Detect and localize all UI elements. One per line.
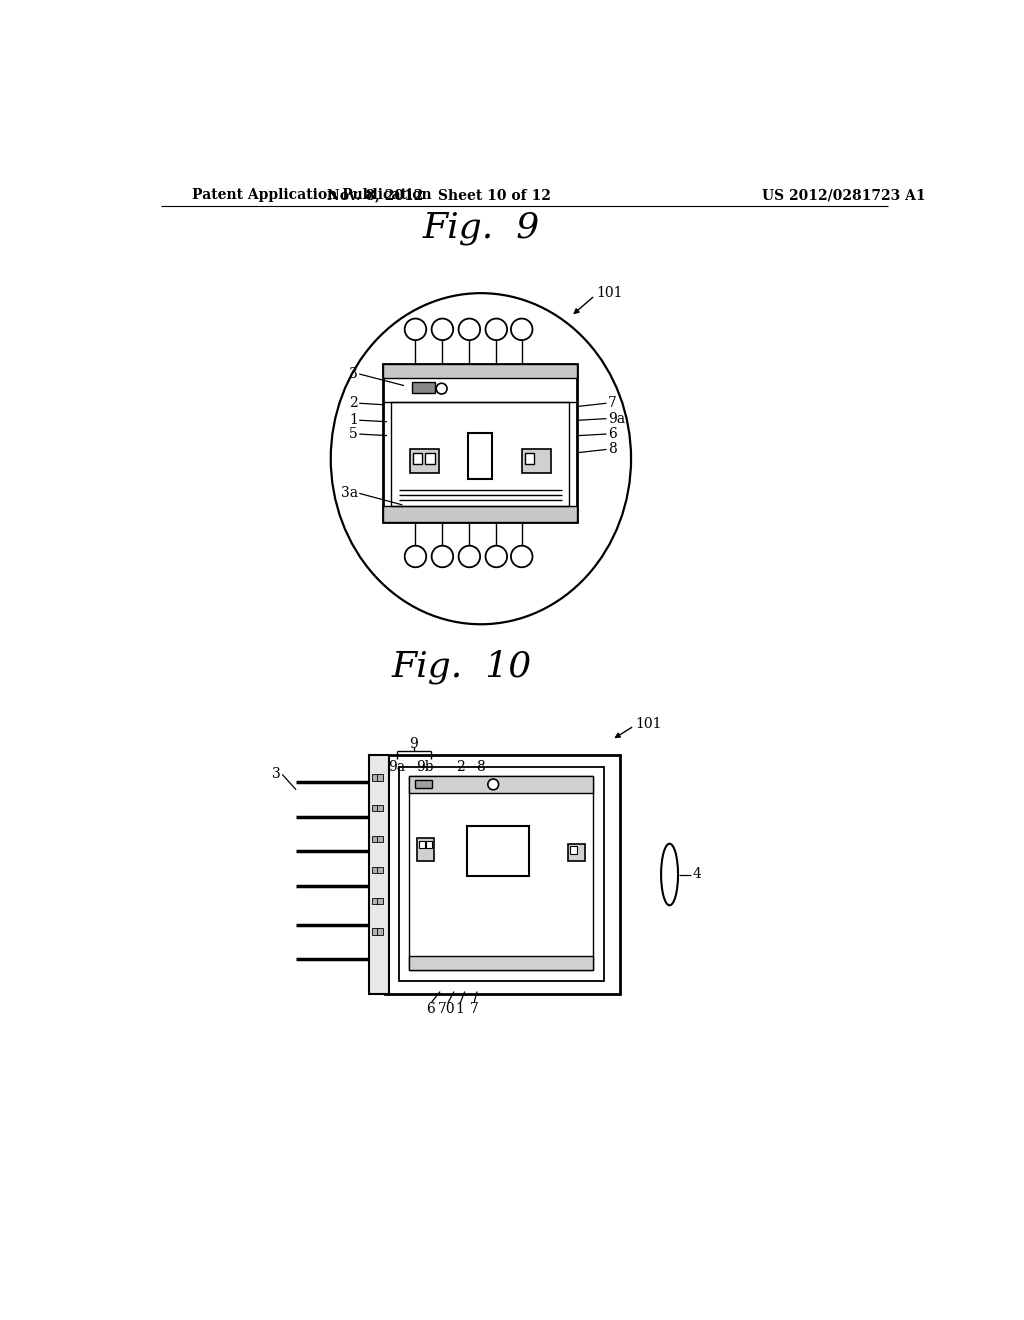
Bar xyxy=(467,826,528,876)
Circle shape xyxy=(511,318,532,341)
Text: 8: 8 xyxy=(476,760,485,774)
Circle shape xyxy=(432,545,454,568)
Text: 6: 6 xyxy=(426,1002,435,1016)
Bar xyxy=(383,364,578,521)
Bar xyxy=(426,841,432,849)
Text: Nov. 8, 2012   Sheet 10 of 12: Nov. 8, 2012 Sheet 10 of 12 xyxy=(327,189,551,202)
Text: US 2012/0281723 A1: US 2012/0281723 A1 xyxy=(762,189,926,202)
Text: 5: 5 xyxy=(349,428,357,441)
Text: 6: 6 xyxy=(608,428,616,441)
Ellipse shape xyxy=(662,843,678,906)
Text: 7: 7 xyxy=(608,396,616,411)
Bar xyxy=(417,838,434,861)
Text: 3a: 3a xyxy=(341,486,357,500)
Circle shape xyxy=(487,779,499,789)
Text: 1: 1 xyxy=(349,413,357,428)
Bar xyxy=(377,928,383,935)
Text: Fig.  10: Fig. 10 xyxy=(391,649,531,684)
Text: 2: 2 xyxy=(349,396,357,411)
Bar xyxy=(524,453,535,465)
Bar xyxy=(383,507,578,521)
Bar xyxy=(468,433,493,479)
Text: 8: 8 xyxy=(608,442,616,457)
Bar xyxy=(410,776,593,970)
Text: 9: 9 xyxy=(410,737,418,751)
Bar xyxy=(372,805,378,812)
Bar xyxy=(419,841,425,849)
Circle shape xyxy=(511,545,532,568)
Bar xyxy=(410,449,439,474)
Text: 9a: 9a xyxy=(388,760,404,774)
Circle shape xyxy=(404,545,426,568)
Bar xyxy=(377,867,383,873)
Bar xyxy=(391,403,569,507)
Ellipse shape xyxy=(331,293,631,624)
Bar xyxy=(372,898,378,904)
Bar xyxy=(385,755,620,994)
Circle shape xyxy=(459,318,480,341)
Bar xyxy=(570,846,578,854)
Text: 9a: 9a xyxy=(608,412,625,425)
Bar xyxy=(372,775,378,780)
Bar xyxy=(372,836,378,842)
Text: Fig.  9: Fig. 9 xyxy=(422,211,540,244)
Circle shape xyxy=(485,545,507,568)
Text: 2: 2 xyxy=(456,760,465,774)
Bar xyxy=(377,805,383,812)
Bar xyxy=(425,453,435,465)
Text: 70: 70 xyxy=(437,1002,455,1016)
Bar xyxy=(383,364,578,378)
Bar xyxy=(416,780,432,788)
Text: 101: 101 xyxy=(635,717,662,731)
Bar xyxy=(413,453,422,465)
Bar xyxy=(410,776,593,793)
Circle shape xyxy=(436,383,447,395)
Text: 3: 3 xyxy=(272,767,281,781)
Text: 1: 1 xyxy=(456,1002,465,1016)
Text: Patent Application Publication: Patent Application Publication xyxy=(193,189,432,202)
Bar xyxy=(377,898,383,904)
Circle shape xyxy=(459,545,480,568)
Bar xyxy=(372,928,378,935)
Text: 101: 101 xyxy=(596,286,623,300)
Circle shape xyxy=(485,318,507,341)
Circle shape xyxy=(404,318,426,341)
Bar xyxy=(521,449,551,474)
Circle shape xyxy=(432,318,454,341)
Text: 7: 7 xyxy=(470,1002,478,1016)
Bar xyxy=(410,956,593,970)
Bar xyxy=(398,767,604,981)
Bar xyxy=(377,836,383,842)
Text: 3: 3 xyxy=(349,367,357,381)
Bar xyxy=(568,843,585,861)
Text: 9b: 9b xyxy=(416,760,433,774)
Bar xyxy=(372,867,378,873)
Bar xyxy=(377,775,383,780)
Bar xyxy=(413,383,435,393)
Text: 4: 4 xyxy=(692,867,701,882)
Bar xyxy=(370,755,388,994)
